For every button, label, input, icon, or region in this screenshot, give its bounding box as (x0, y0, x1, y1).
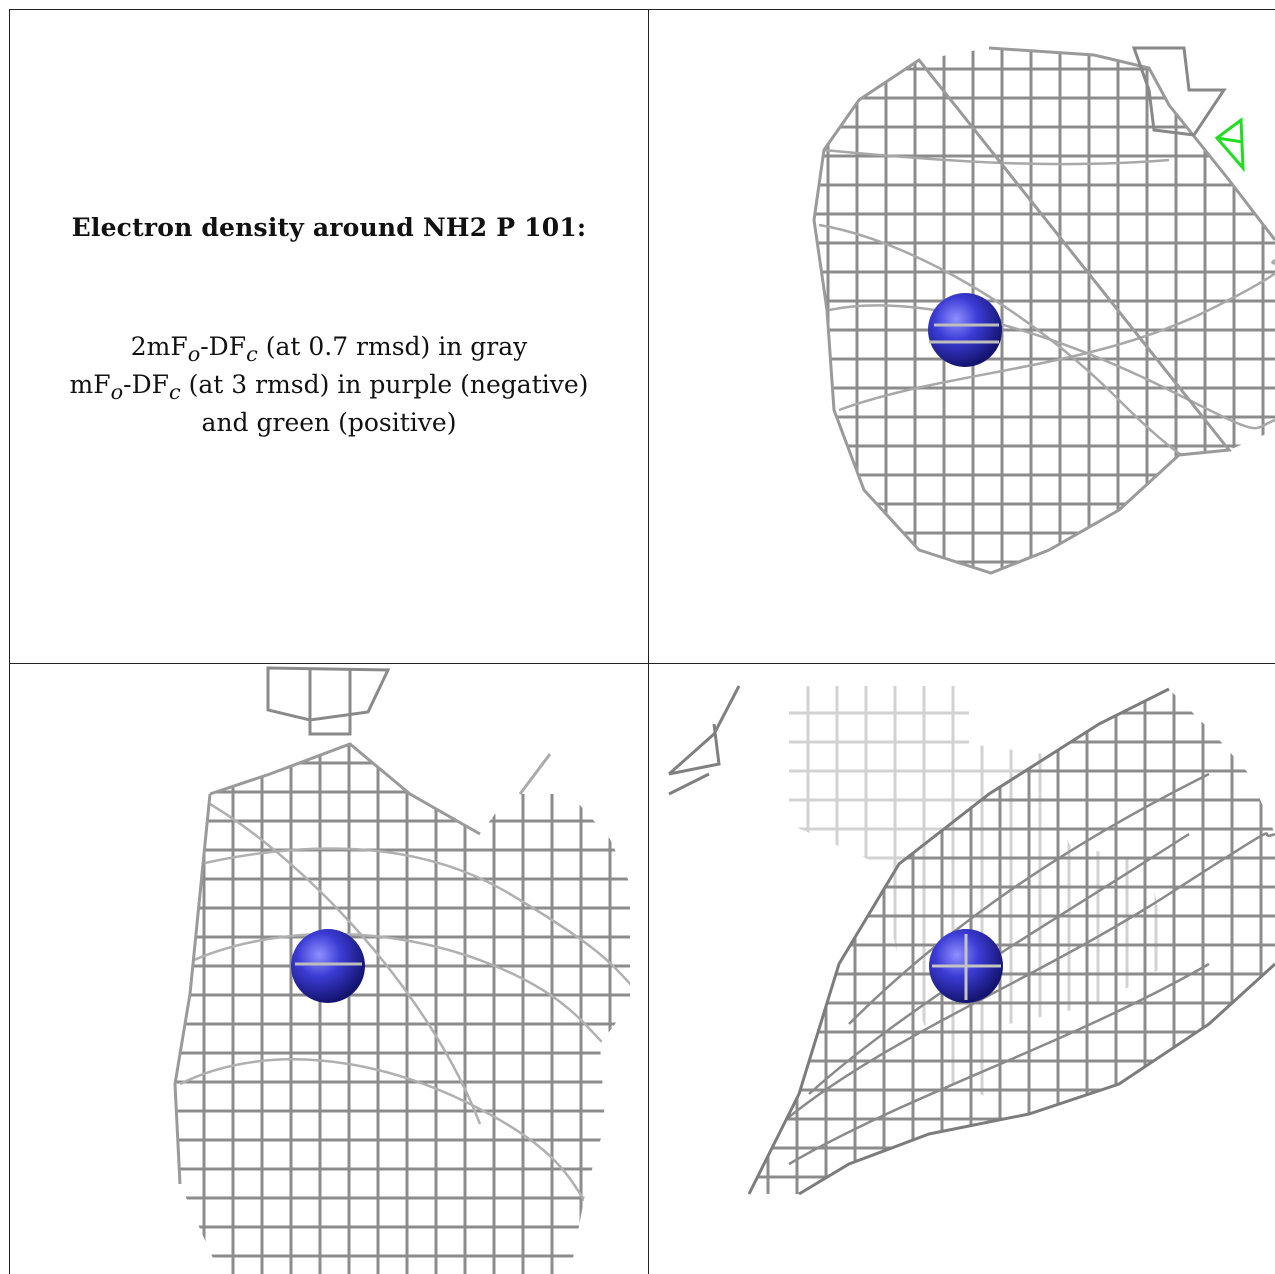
density-mesh-outline (747, 687, 1275, 1196)
positive-density-green (1214, 117, 1245, 173)
mesh-contour (184, 932, 630, 1066)
density-mesh-fragment (668, 685, 741, 796)
mesh-contour (199, 847, 630, 995)
term-2mf: 2mF (130, 332, 188, 361)
mesh-contour (828, 304, 1275, 430)
nitrogen-sphere (291, 929, 365, 1003)
mesh-over-sphere (932, 934, 1001, 1000)
mesh-over-sphere (929, 323, 999, 344)
term-df: -DF (200, 332, 247, 361)
subscript-c: c (246, 342, 258, 366)
subscript-c: c (169, 380, 181, 404)
mesh-contour (179, 1058, 602, 1225)
mesh-contour (848, 772, 1210, 1025)
mesh-contour (838, 258, 1275, 412)
caption-line-fo-fc-rest: (at 3 rmsd) in purple (negative) (180, 370, 589, 399)
density-mesh-strand (518, 753, 552, 795)
mesh-svg-bottom-right (668, 685, 1275, 1196)
density-mesh-2fofc (749, 689, 1275, 1194)
caption-line-2fo-fc: 2mFo-DFc (at 0.7 rmsd) in gray (10, 328, 648, 373)
caption-line-fo-fc: mFo-DFc (at 3 rmsd) in purple (negative) (10, 366, 648, 411)
caption-line-positive: and green (positive) (201, 408, 457, 437)
nitrogen-sphere (928, 293, 1002, 367)
caption-panel: Electron density around NH2 P 101: 2mFo-… (10, 10, 648, 663)
mesh-contour (768, 832, 1275, 1135)
mesh-svg-top-right (812, 46, 1275, 575)
mesh-contour (209, 802, 482, 1125)
frame-middle-horizontal (10, 663, 1275, 664)
caption-line-2fo-fc-rest: (at 0.7 rmsd) in gray (257, 332, 528, 361)
density-mesh-fragment (266, 666, 391, 736)
frame-left (9, 9, 10, 1274)
density-mesh-back (789, 686, 1169, 1104)
figure-title: Electron density around NH2 P 101: (71, 213, 587, 242)
density-view-top-right (649, 10, 1275, 663)
frame-top (10, 9, 1275, 10)
mesh-contour (788, 962, 1210, 1166)
density-mesh-fragment (1131, 46, 1227, 137)
mesh-svg-bottom-left (173, 666, 630, 1274)
density-mesh-outline (173, 742, 481, 1185)
density-view-bottom-right (649, 664, 1275, 1274)
density-mesh-outline (812, 46, 1275, 575)
subscript-o: o (187, 342, 201, 366)
term-df: -DF (123, 370, 169, 399)
density-view-bottom-left (10, 664, 648, 1274)
term-mf: mF (69, 370, 111, 399)
density-mesh-2fofc (175, 744, 630, 1274)
frame-middle-vertical (648, 9, 649, 1274)
subscript-o: o (110, 380, 124, 404)
mesh-contour (823, 148, 1170, 166)
